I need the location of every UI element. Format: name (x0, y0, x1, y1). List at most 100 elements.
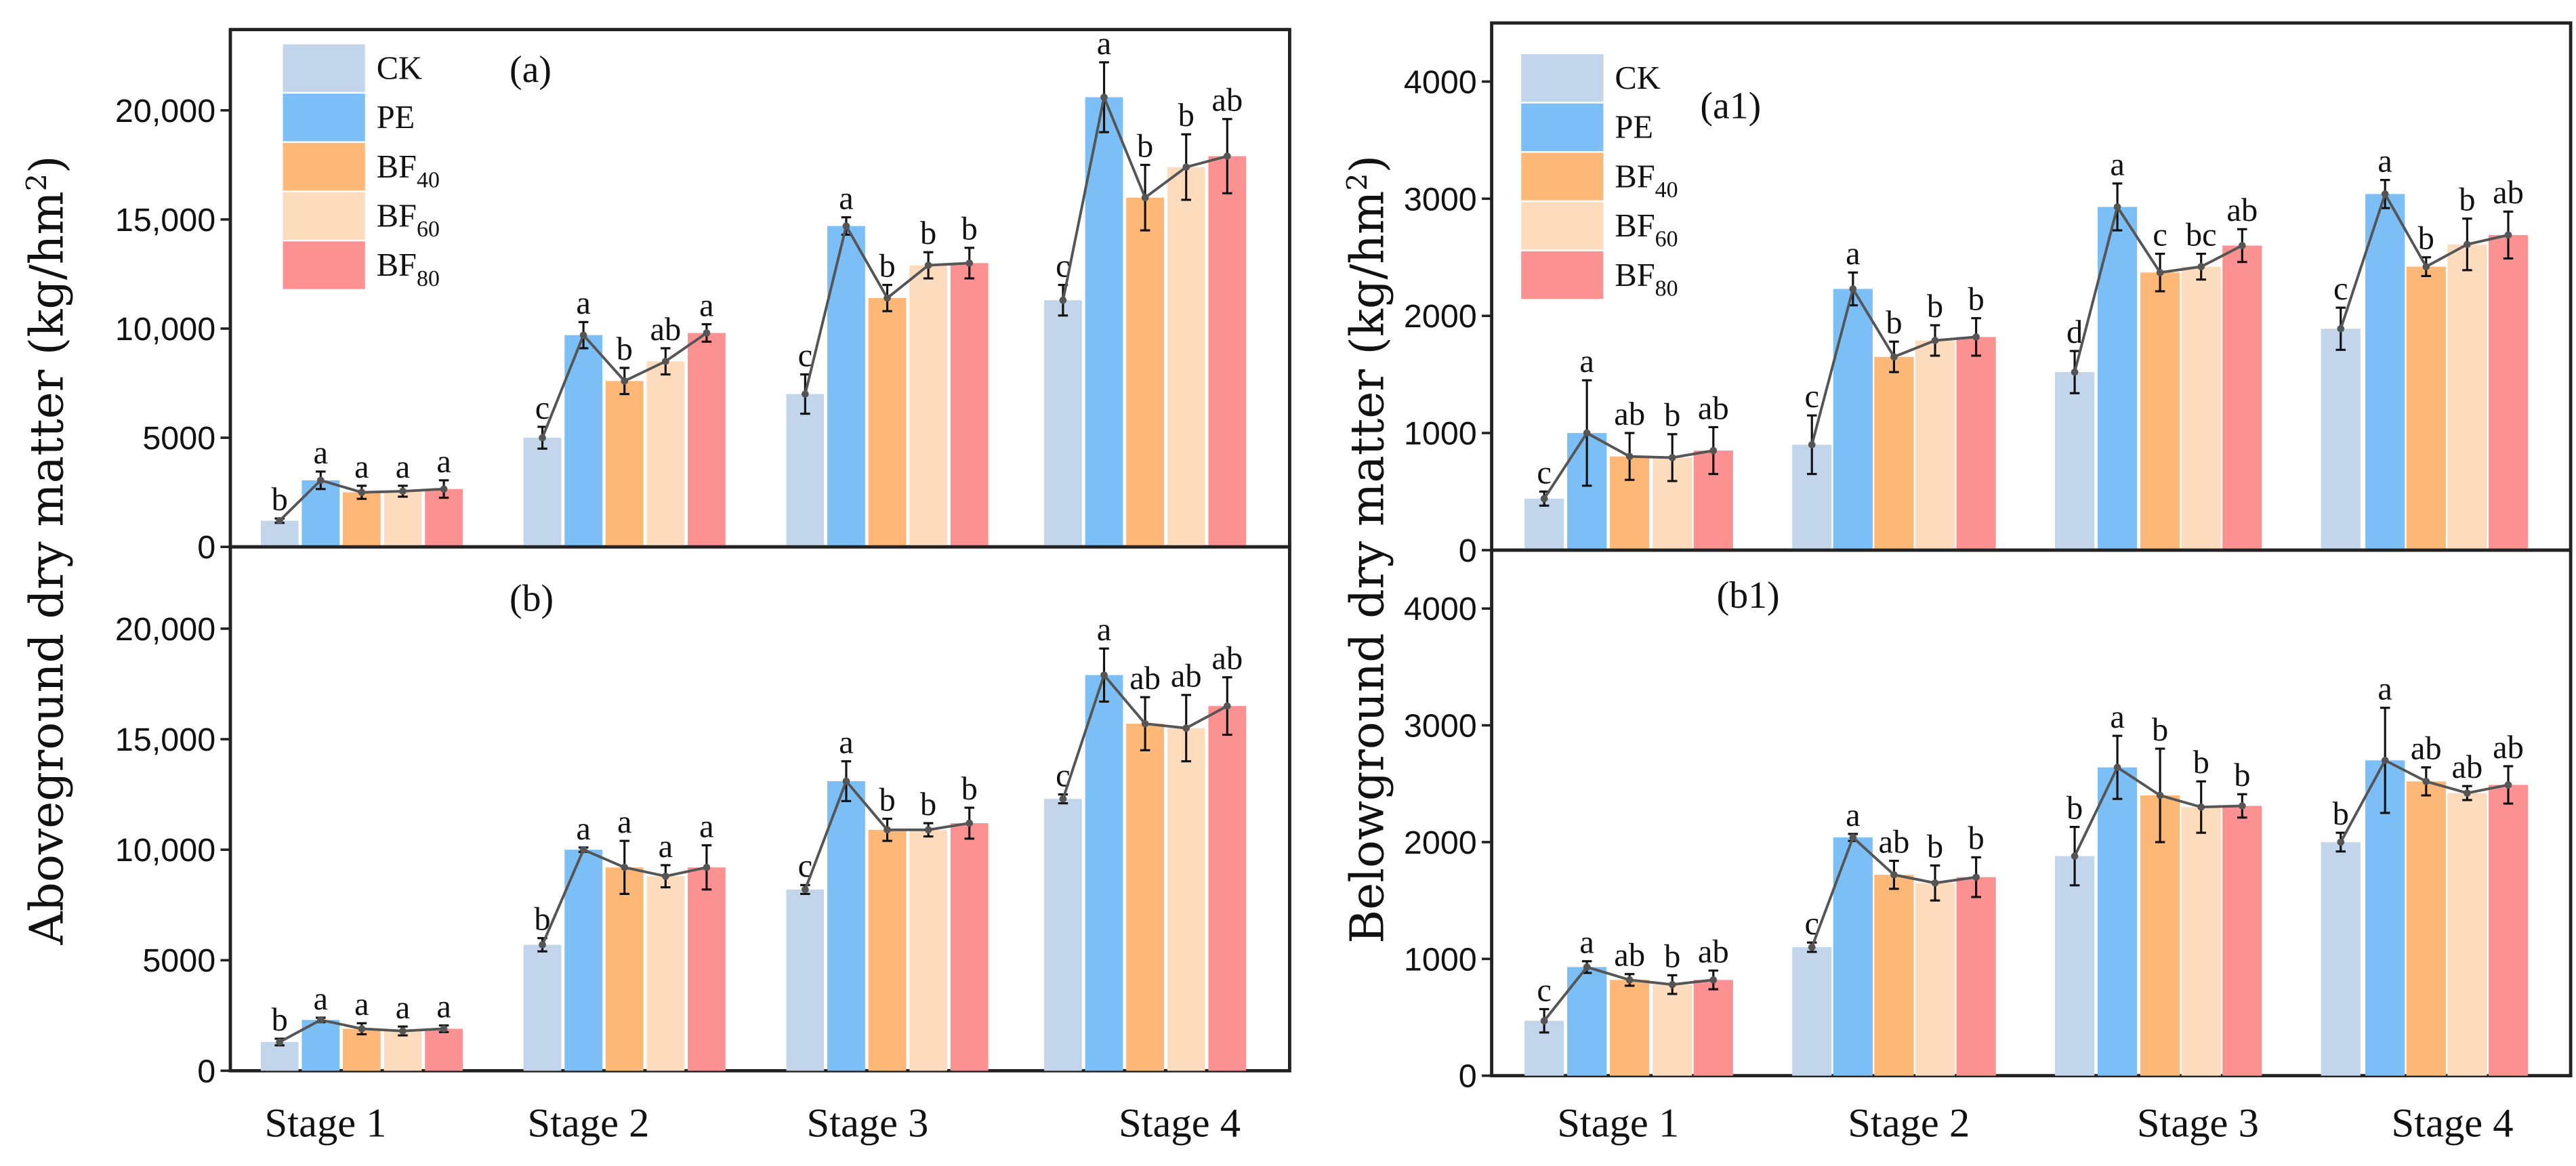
trend-point (703, 329, 711, 337)
bar-ck (2321, 329, 2361, 551)
significance-letter: ab (2411, 731, 2442, 767)
bar-pe (302, 480, 340, 547)
y-tick-label: 15,000 (115, 722, 215, 758)
significance-letter: a (839, 725, 854, 761)
trend-point (358, 488, 366, 496)
bar-bf60 (1915, 883, 1955, 1076)
trend-point (1059, 296, 1067, 304)
legend-swatch-pe (1521, 103, 1604, 152)
trend-point (1931, 879, 1939, 887)
bar-bf80 (425, 1028, 463, 1071)
trend-point (1808, 943, 1816, 951)
significance-letter: a (576, 811, 591, 847)
y-tick-label: 3000 (1404, 181, 1477, 217)
y-tick-label: 20,000 (115, 93, 215, 129)
significance-letter: a (396, 449, 411, 485)
y-tick-label: 20,000 (115, 611, 215, 648)
bar-bf80 (688, 333, 726, 547)
significance-letter: a (1097, 612, 1112, 648)
bar-bf40 (605, 381, 644, 547)
significance-letter: a (1097, 26, 1112, 62)
y-tick-label: 0 (197, 1053, 215, 1089)
bar-bf40 (605, 867, 644, 1071)
legend-label: PE (1615, 110, 1653, 146)
panel-label: (b1) (1717, 575, 1780, 617)
significance-letter: b (1927, 829, 1943, 865)
legend-label: CK (1615, 60, 1660, 96)
trend-point (2464, 789, 2471, 797)
trend-point (2071, 368, 2079, 376)
significance-letter: c (798, 848, 813, 884)
significance-letter: b (2234, 757, 2250, 793)
significance-letter: c (1056, 248, 1071, 284)
trend-point (1100, 671, 1108, 679)
trend-point (1583, 429, 1591, 437)
significance-letter: ab (1211, 641, 1243, 677)
trend-point (1625, 976, 1634, 984)
trend-point (1709, 976, 1718, 984)
significance-letter: c (1804, 906, 1819, 942)
trend-point (802, 886, 809, 894)
significance-letter: ab (2452, 749, 2483, 785)
legend: CK PE BF40 BF60 BF80 (1521, 54, 1678, 301)
legend-swatch-pe (283, 93, 365, 142)
significance-letter: b (2333, 796, 2349, 832)
trend-point (2238, 242, 2246, 249)
trend-point (621, 377, 629, 385)
significance-letter: b (2066, 790, 2083, 826)
bar-bf60 (383, 1030, 422, 1071)
legend-swatch-bf60 (283, 192, 365, 240)
trend-point (1540, 495, 1548, 503)
significance-letter: a (2110, 699, 2125, 735)
y-tick-label: 10,000 (115, 311, 215, 348)
trend-point (965, 259, 974, 267)
legend-label: BF40 (1615, 159, 1678, 203)
trend-point (1100, 93, 1108, 101)
significance-letter: b (2193, 745, 2209, 780)
bar-bf40 (1874, 356, 1914, 551)
significance-letter: a (436, 444, 451, 480)
bar-bf60 (1915, 340, 1955, 551)
panel-label: (a) (510, 49, 552, 91)
y-tick-label: 1000 (1404, 415, 1477, 452)
trend-point (1625, 453, 1634, 461)
trend-point (965, 819, 974, 827)
bar-bf60 (2181, 266, 2221, 551)
bar-pe (302, 1020, 340, 1071)
trend-point (1182, 163, 1190, 171)
significance-letter: a (436, 988, 451, 1024)
trend-point (1223, 702, 1231, 710)
significance-letter: ab (1614, 396, 1645, 432)
bar-bf60 (383, 491, 422, 547)
y-tick-label: 5000 (142, 942, 215, 979)
significance-letter: ab (650, 312, 681, 348)
legend-swatch-bf40 (283, 142, 365, 191)
bar-pe (827, 226, 865, 547)
legend-label: BF80 (1615, 257, 1678, 301)
panel-a: 0500010,00015,00020,000bcccaaaaabbbaabbb… (20, 26, 1291, 945)
significance-letter: ab (1171, 659, 1202, 694)
bar-bf40 (2406, 266, 2446, 551)
trend-point (440, 1025, 448, 1033)
significance-letter: c (1537, 972, 1552, 1008)
significance-letter: a (617, 804, 632, 840)
plot-frame (1490, 548, 2573, 1078)
x-tick-label: Stage 2 (1848, 1100, 1970, 1146)
significance-letter: ab (1698, 934, 1729, 970)
significance-letter: c (1056, 757, 1071, 793)
significance-letter: b (1664, 938, 1680, 974)
x-tick-label: Stage 1 (265, 1100, 387, 1146)
bar-bf80 (2222, 245, 2262, 551)
bar-bf40 (868, 829, 907, 1071)
legend-swatch-bf80 (283, 241, 365, 289)
trend-point (1141, 720, 1149, 728)
significance-letter: b (2459, 182, 2475, 218)
bar-bf60 (1167, 728, 1205, 1071)
significance-letter: a (1579, 343, 1594, 379)
significance-letter: bc (2186, 217, 2217, 253)
y-tick-label: 3000 (1404, 708, 1477, 745)
legend-swatch-bf40 (1521, 152, 1604, 201)
bar-ck (260, 520, 299, 547)
